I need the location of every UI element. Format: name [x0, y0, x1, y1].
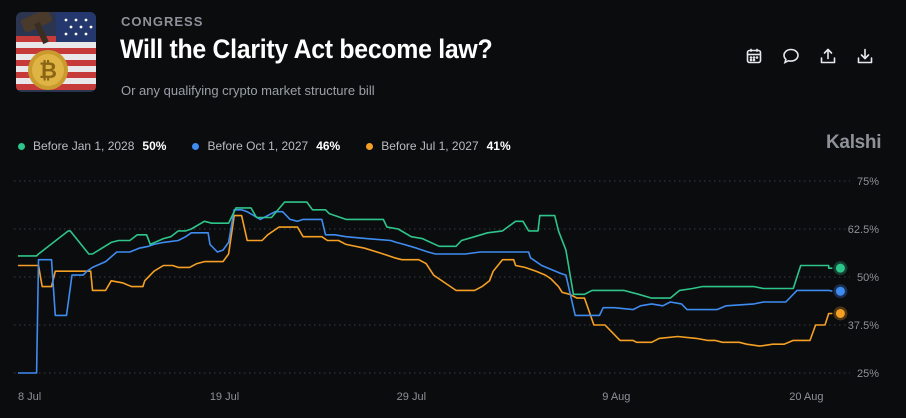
legend-dot	[18, 142, 25, 150]
legend-value: 41%	[486, 139, 511, 153]
x-tick-label: 9 Aug	[602, 391, 630, 403]
market-subtitle: Or any qualifying crypto market structur…	[121, 83, 375, 98]
x-tick-label: 19 Jul	[210, 391, 239, 403]
comment-icon[interactable]	[781, 46, 801, 66]
market-category: CONGRESS	[121, 14, 204, 29]
series-end-point	[835, 286, 845, 296]
legend-label: Before Jan 1, 2028	[33, 139, 135, 153]
series-end-point	[835, 308, 845, 318]
series-line	[18, 214, 833, 347]
chart-legend: Before Jan 1, 2028 50% Before Oct 1, 202…	[18, 139, 537, 153]
series-line	[18, 201, 833, 299]
svg-text:₿: ₿	[39, 59, 57, 84]
x-tick-label: 8 Jul	[18, 391, 41, 403]
y-tick-label: 50%	[857, 272, 879, 284]
y-tick-label: 25%	[857, 368, 879, 380]
legend-item[interactable]: Before Jul 1, 2027 41%	[366, 139, 511, 153]
legend-dot	[366, 142, 374, 150]
share-icon[interactable]	[818, 46, 838, 66]
legend-value: 46%	[316, 139, 341, 153]
y-tick-label: 75%	[857, 176, 879, 188]
x-tick-label: 20 Aug	[789, 391, 823, 403]
download-icon[interactable]	[855, 46, 875, 66]
x-tick-label: 29 Jul	[397, 391, 426, 403]
legend-dot	[192, 142, 200, 150]
series-line	[18, 209, 833, 374]
action-toolbar	[744, 46, 875, 66]
legend-item[interactable]: Before Jan 1, 2028 50%	[18, 139, 166, 153]
calendar-icon[interactable]	[744, 46, 764, 66]
y-tick-label: 37.5%	[848, 320, 879, 332]
market-thumbnail: ₿	[16, 12, 96, 92]
brand-watermark: Kalshi	[826, 132, 882, 153]
legend-value: 50%	[142, 139, 167, 153]
bitcoin-flag-image: ₿	[16, 12, 96, 92]
legend-label: Before Oct 1, 2027	[207, 139, 309, 153]
legend-label: Before Jul 1, 2027	[381, 139, 479, 153]
legend-item[interactable]: Before Oct 1, 2027 46%	[192, 139, 340, 153]
y-tick-label: 62.5%	[848, 224, 879, 236]
market-title: Will the Clarity Act become law?	[120, 34, 493, 64]
series-end-point	[835, 263, 845, 273]
